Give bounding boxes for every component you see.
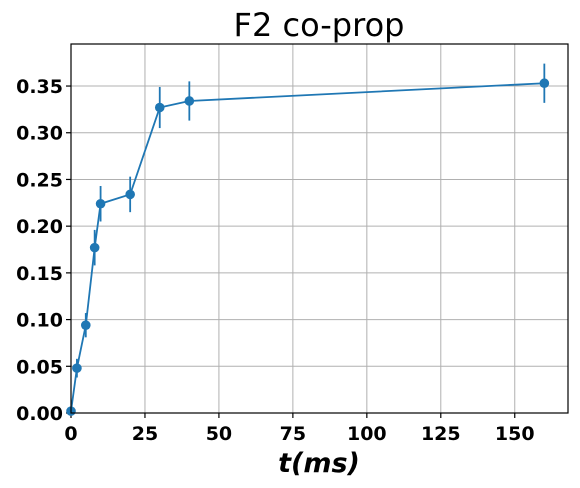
x-tick-label: 75	[280, 423, 306, 445]
y-tick-label: 0.30	[16, 123, 63, 145]
x-tick-label: 25	[132, 423, 158, 445]
plot-area-frame	[70, 43, 569, 414]
x-tick-label: 0	[64, 423, 77, 445]
grid	[70, 44, 568, 414]
data-series	[66, 63, 550, 416]
y-tick-label: 0.00	[16, 403, 63, 425]
y-tick-label: 0.10	[16, 310, 63, 332]
data-point	[154, 102, 165, 113]
x-tick-label: 150	[495, 423, 535, 445]
y-tick-label: 0.20	[16, 216, 63, 238]
data-point	[89, 242, 100, 253]
x-tick-label: 125	[421, 423, 461, 445]
data-point	[539, 78, 550, 89]
x-tick-label: 100	[347, 423, 387, 445]
y-tick-label: 0.05	[16, 356, 63, 378]
data-point	[80, 320, 91, 330]
y-tick-label: 0.15	[16, 263, 63, 285]
y-tick-label: 0.25	[16, 169, 63, 191]
x-tick-label: 50	[206, 423, 232, 445]
chart-title: F2 co-prop	[234, 6, 405, 44]
data-point	[125, 189, 135, 200]
x-axis-label: t(ms)	[278, 448, 360, 479]
y-tick-label: 0.35	[16, 76, 63, 98]
axis-ticks: 0 25 50 75 100 125 150 0.00 0.05 0.10 0.15 0.20 0.25…	[16, 76, 534, 445]
data-point	[184, 96, 195, 106]
data-point	[95, 198, 106, 209]
data-point	[72, 363, 82, 373]
